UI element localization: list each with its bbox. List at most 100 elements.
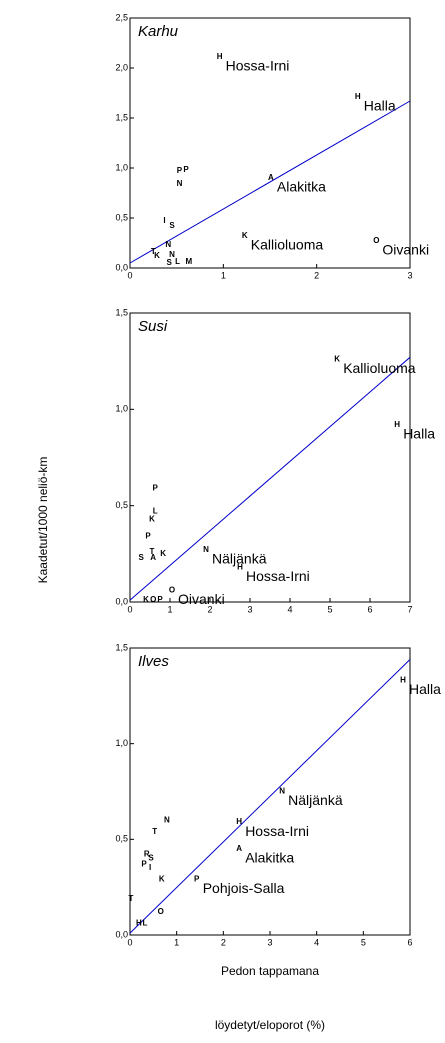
point-annotation: Pohjois-Salla — [203, 880, 285, 896]
point-marker: K — [143, 595, 149, 604]
x-tick-label: 2 — [221, 937, 226, 947]
point-marker: P — [141, 859, 147, 868]
point-marker: K — [154, 251, 160, 260]
point-marker: O — [169, 586, 175, 595]
y-tick-label: 1,0 — [115, 162, 128, 172]
point-marker: P — [194, 875, 200, 884]
panel-title: Karhu — [138, 23, 179, 40]
point-marker: T — [151, 247, 156, 256]
point-marker: N — [169, 250, 175, 259]
y-tick-label: 0,0 — [115, 262, 128, 272]
x-tick-label: 4 — [287, 604, 292, 614]
y-tick-label: 2,0 — [115, 62, 128, 72]
point-marker: N — [203, 545, 209, 554]
y-tick-label: 1,5 — [115, 112, 128, 122]
x-axis-label: löydetyt/eloporot (%) — [215, 1018, 325, 1032]
x-tick-label: 6 — [407, 937, 412, 947]
point-marker: I — [149, 863, 151, 872]
point-marker: L — [153, 507, 158, 516]
x-tick-label: 4 — [314, 937, 319, 947]
trend-line — [129, 100, 411, 264]
point-annotation: Oivanki — [178, 591, 225, 607]
x-tick-label: 5 — [361, 937, 366, 947]
point-marker: K — [160, 549, 166, 558]
y-tick-label: 2,5 — [115, 12, 128, 22]
point-marker: H — [394, 420, 400, 429]
point-marker: H — [237, 562, 243, 571]
point-marker: S — [139, 553, 145, 562]
point-annotation: Alakitka — [277, 179, 326, 195]
y-tick-label: 0,5 — [115, 212, 128, 222]
point-marker: T — [128, 894, 133, 903]
point-annotation: Hossa-Irni — [245, 823, 309, 839]
point-marker: L — [142, 919, 147, 928]
point-marker: H — [136, 919, 142, 928]
point-marker: K — [334, 354, 340, 363]
x-tick-label: 5 — [327, 604, 332, 614]
point-annotation: Näljänkä — [288, 792, 343, 808]
x-tick-label: 3 — [267, 937, 272, 947]
x-tick-label: 3 — [407, 270, 412, 280]
point-marker: P — [177, 166, 183, 175]
point-marker: N — [165, 240, 171, 249]
point-marker: P — [157, 595, 163, 604]
y-tick-label: 1,5 — [115, 307, 128, 317]
trend-line — [129, 356, 411, 601]
point-marker: S — [169, 221, 175, 230]
x-tick-label: 3 — [247, 604, 252, 614]
point-marker: N — [177, 179, 183, 188]
x-tick-label: 2 — [207, 604, 212, 614]
point-marker: P — [145, 532, 151, 541]
x-tick-label: 2 — [314, 270, 319, 280]
x-tick-label: 0 — [127, 937, 132, 947]
point-marker: H — [236, 817, 242, 826]
point-marker: I — [163, 216, 165, 225]
point-marker: O — [373, 236, 379, 245]
x-tick-label: 1 — [167, 604, 172, 614]
point-annotation: Halla — [409, 681, 441, 697]
point-marker: L — [175, 257, 180, 266]
y-tick-label: 0,0 — [115, 596, 128, 606]
x-axis-label: Pedon tappamana — [221, 964, 319, 978]
point-annotation: Oivanki — [382, 242, 429, 258]
point-marker: S — [148, 854, 154, 863]
point-annotation: Näljänkä — [212, 551, 267, 567]
y-tick-label: 1,5 — [115, 642, 128, 652]
trend-line — [129, 659, 411, 934]
y-tick-label: 0,0 — [115, 929, 128, 939]
point-annotation: Hossa-Irni — [226, 58, 290, 74]
x-tick-label: 7 — [407, 604, 412, 614]
plot-frame — [129, 17, 411, 269]
point-marker: H — [355, 92, 361, 101]
point-annotation: Kallioluoma — [251, 237, 324, 253]
panel-title: Ilves — [138, 653, 169, 670]
point-marker: T — [152, 827, 157, 836]
point-marker: T — [150, 547, 155, 556]
y-tick-label: 1,0 — [115, 738, 128, 748]
point-annotation: Halla — [403, 425, 435, 441]
point-marker: N — [279, 787, 285, 796]
point-marker: A — [236, 844, 242, 853]
point-marker: K — [242, 231, 248, 240]
point-marker: K — [149, 514, 155, 523]
y-axis-label: Kaadetut/1000 neliö-km — [36, 457, 50, 584]
x-tick-label: 6 — [367, 604, 372, 614]
plot-frame — [129, 312, 411, 603]
point-annotation: Halla — [364, 98, 396, 114]
point-marker: N — [164, 815, 170, 824]
point-marker: O — [158, 907, 164, 916]
y-tick-label: 1,0 — [115, 404, 128, 414]
point-marker: R — [144, 850, 150, 859]
point-marker: H — [400, 676, 406, 685]
x-tick-label: 0 — [127, 270, 132, 280]
point-marker: S — [167, 258, 173, 267]
x-tick-label: 1 — [221, 270, 226, 280]
point-marker: M — [185, 257, 192, 266]
point-marker: P — [183, 165, 189, 174]
point-marker: P — [153, 483, 159, 492]
point-marker: K — [159, 875, 165, 884]
point-marker: O — [150, 595, 156, 604]
x-tick-label: 0 — [127, 604, 132, 614]
y-tick-label: 0,5 — [115, 834, 128, 844]
